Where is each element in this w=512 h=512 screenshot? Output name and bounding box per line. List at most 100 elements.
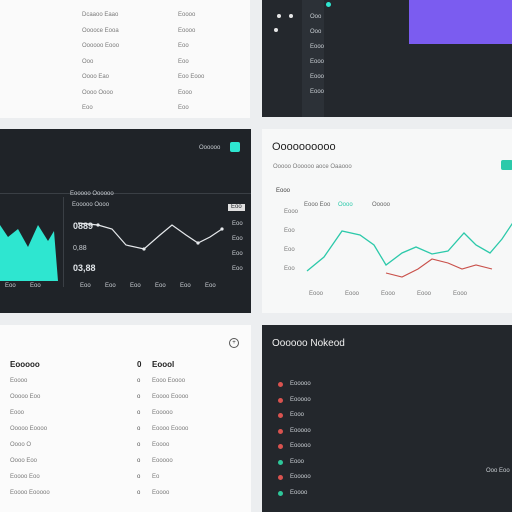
tl-col1-cell: Oooo Eao: [82, 74, 110, 80]
mr-legend-item: Oooo: [338, 202, 353, 208]
ml-y-tick: Eoo: [232, 266, 243, 272]
tr-menu-item[interactable]: Eooo: [310, 74, 325, 80]
tl-col2-cell: Eoo: [178, 105, 189, 111]
tr-menu-item[interactable]: Eooo: [310, 59, 325, 65]
menu-dot-1[interactable]: [277, 14, 281, 18]
red-line-series: [385, 258, 493, 278]
info-icon[interactable]: +: [229, 338, 239, 348]
header-button[interactable]: [230, 142, 240, 152]
tr-menu-item[interactable]: Ooo: [310, 29, 322, 35]
teal-action-button[interactable]: [501, 160, 512, 170]
tr-menu-item[interactable]: Ooo: [310, 14, 322, 20]
top-left-panel: Dcaaoo Eaao Ooooce Eooa Oooooo Eooo Ooo Oooo…: [0, 0, 250, 118]
tl-col2-cell: Eoo Eooo: [178, 74, 205, 80]
bl-col1-item[interactable]: Eoooo Eoo: [10, 474, 40, 480]
ml-x-tick: Eoo: [155, 283, 166, 289]
mr-x-tick: Eooo: [345, 291, 360, 297]
big-value-1: 0889: [73, 221, 94, 231]
bl-col2-item[interactable]: Eoooo: [152, 442, 170, 448]
panel-title: Oooooo Nokeod: [272, 338, 345, 349]
bl-col2-item[interactable]: Eoooo Eoooo: [152, 394, 189, 400]
bottom-right-panel: Oooooo Nokeod Ooo Eoo Eooooo Eooooo Eooo Eo…: [262, 325, 512, 512]
chart-divider: [63, 197, 64, 287]
menu-dot-2[interactable]: [289, 14, 293, 18]
bl-col1-item[interactable]: Oooo Eoo: [10, 458, 38, 464]
tl-col2-cell: Eoooo: [178, 27, 196, 34]
bl-col2-item[interactable]: Eooooo: [152, 410, 173, 416]
status-dot: [278, 490, 283, 496]
teal-area-series: [0, 225, 58, 281]
bl-col1-item[interactable]: Eoooo: [10, 378, 28, 384]
tl-col1-cell: Oooooo Eooo: [82, 43, 120, 49]
bl-col1-item[interactable]: Ooooo Eoooo: [10, 426, 48, 432]
header-label: Oooooo: [199, 145, 221, 151]
ml-y-tick: Eoo: [232, 251, 243, 257]
big-value-2: 0,88: [73, 245, 87, 252]
bl-col1-item[interactable]: Eoooo Eooooo: [10, 490, 50, 496]
ml-chart: [0, 222, 224, 281]
bl-col2-item[interactable]: Eo: [152, 474, 160, 480]
purple-banner: [409, 0, 512, 44]
col2-count: 0: [137, 360, 142, 369]
status-dot: [278, 428, 283, 434]
mr-x-tick: Eooo: [453, 291, 468, 297]
status-item[interactable]: Eooooo: [290, 474, 311, 480]
bl-col1-item[interactable]: Oooo O: [10, 442, 32, 448]
mr-y-tick: Eoo: [284, 247, 295, 253]
tr-menu-item[interactable]: Eooo: [310, 89, 325, 95]
ml-x-tick: Eoo: [130, 283, 141, 289]
status-dot: [278, 382, 283, 387]
top-right-panel: Ooo Ooo Eooo Eooo Eooo Eooo: [262, 0, 512, 117]
col2-header: Eoool: [152, 360, 175, 369]
mr-chart: [306, 222, 512, 278]
chart-subtitle: Ooooo Oooooo aoce Oaaooo: [273, 164, 352, 170]
status-item[interactable]: Eooooo: [290, 443, 311, 449]
chart-legend: Eooooo Oooooo: [70, 191, 114, 197]
tl-col1-cell: Oooo Oooo: [82, 89, 114, 96]
mr-legend-item: Eooo Eoo: [304, 202, 331, 208]
status-item[interactable]: Eooo: [290, 458, 305, 465]
bl-col2-item[interactable]: Eoooo: [152, 490, 170, 496]
ml-x-tick: Eoo: [80, 283, 91, 289]
tl-col2-cell: Eoo: [178, 58, 189, 65]
status-item[interactable]: Eooo: [290, 412, 305, 418]
menu-dot-3[interactable]: [274, 28, 278, 32]
status-dot: [278, 459, 283, 465]
sidebar-column: [302, 0, 324, 117]
row-label: Eooooo Oooo: [72, 202, 110, 208]
tl-col1-cell: Dcaaoo Eaao: [82, 12, 119, 18]
mr-x-tick: Eooo: [417, 291, 432, 297]
bl-col2-bullet: o: [137, 426, 141, 432]
ml-x-tick: Eoo: [105, 283, 116, 289]
legend-label: Eooo: [276, 188, 291, 194]
tr-menu-item[interactable]: Eooo: [310, 44, 325, 50]
bl-col2-bullet: o: [137, 490, 141, 496]
status-item[interactable]: Eooooo: [290, 396, 311, 403]
bl-col2-bullet: o: [137, 442, 141, 448]
mr-legend-item: Ooooo: [372, 202, 391, 208]
teal-line-series: [306, 222, 512, 272]
mr-y-tick: Eooo: [284, 209, 299, 215]
bl-col2-item[interactable]: Eooo Eoooo: [152, 378, 186, 384]
right-value: Ooo Eoo: [486, 468, 510, 474]
ml-point: [196, 241, 200, 245]
ml-point: [96, 223, 100, 227]
bl-col1-item[interactable]: Ooooo Eoo: [10, 394, 41, 400]
status-dot: [278, 397, 283, 403]
bl-col2-item[interactable]: Eooooo: [152, 458, 173, 464]
bl-col1-item[interactable]: Eooo: [10, 410, 25, 416]
bl-col2-item[interactable]: Eoooo Eoooo: [152, 426, 189, 432]
ml-point: [220, 227, 224, 231]
tl-col2-cell: Eoo: [178, 43, 189, 49]
ml-y-tick: Eoo: [232, 221, 243, 227]
ml-x-tick: Eoo: [180, 283, 191, 289]
bottom-left-panel: + Eooooo 0 Eoool Eoooo Ooooo Eoo Eooo Ooooo…: [0, 325, 251, 512]
mr-x-tick: Eooo: [381, 291, 396, 297]
ml-point: [142, 247, 146, 251]
status-item[interactable]: Eoooo: [290, 489, 308, 496]
status-item[interactable]: Eooooo: [290, 427, 311, 434]
status-dot: [326, 2, 331, 7]
bl-col2-bullet: o: [137, 394, 141, 400]
status-item[interactable]: Eooooo: [290, 381, 311, 387]
big-value-3: 03,88: [73, 263, 96, 273]
